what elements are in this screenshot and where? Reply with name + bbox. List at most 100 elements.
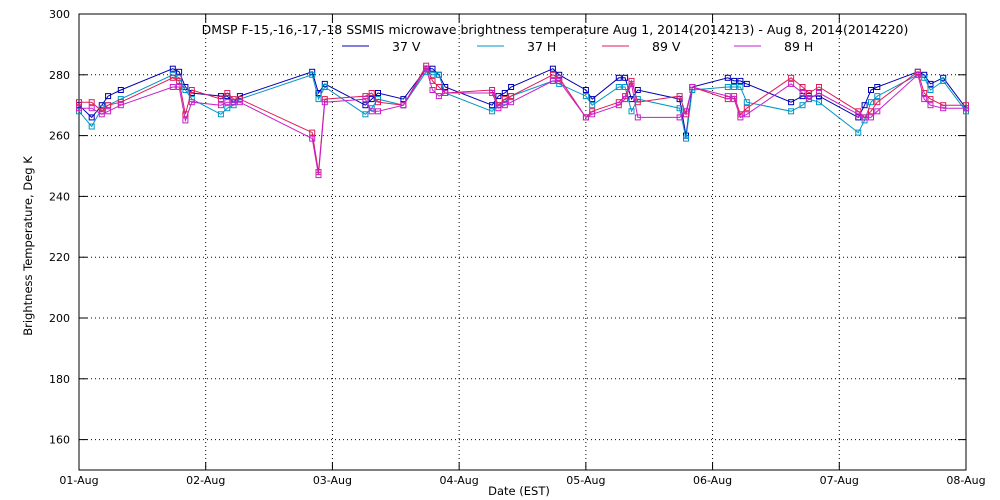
data-point-89-v	[169, 74, 176, 81]
x-tick-label: 04-Aug	[440, 474, 479, 487]
data-point-37-v	[508, 84, 515, 90]
data-point-89-v	[217, 96, 224, 103]
series-line-37-h	[78, 71, 967, 139]
data-point-89-v	[375, 99, 381, 106]
data-point-89-h	[549, 77, 556, 84]
data-point-89-h	[689, 84, 696, 90]
axis-ticks: 160 180 200 220 240 260 280 300 01-Aug 02-Aug 03-A…	[49, 8, 986, 487]
data-point-89-h	[921, 96, 928, 103]
data-point-89-h	[236, 99, 243, 106]
legend-label-89-v: 89 V	[652, 39, 681, 54]
x-axis-label: Date (EST)	[488, 484, 550, 498]
data-point-89-v	[743, 105, 750, 112]
data-point-37-h	[731, 84, 738, 90]
data-point-89-h	[368, 108, 375, 115]
x-tick-label: 02-Aug	[186, 474, 225, 487]
data-point-89-v	[230, 96, 237, 103]
data-point-37-h	[321, 84, 328, 90]
data-point-89-h	[508, 99, 515, 106]
data-point-37-h	[921, 74, 928, 81]
data-point-89-h	[315, 172, 322, 179]
data-point-37-v	[88, 114, 95, 121]
data-point-89-h	[76, 105, 82, 112]
data-point-37-v	[874, 84, 881, 90]
y-tick-label: 260	[49, 130, 70, 143]
data-point-37-h	[76, 108, 82, 115]
data-point-89-v	[188, 87, 195, 93]
data-point-89-h	[582, 114, 589, 121]
data-point-89-h	[88, 105, 95, 112]
data-point-37-h	[683, 135, 689, 142]
data-point-89-h	[724, 93, 731, 100]
data-point-89-h	[375, 108, 381, 115]
data-point-89-h	[861, 114, 868, 121]
data-point-37-v	[315, 90, 322, 96]
data-point-89-h	[868, 114, 874, 121]
data-point-37-h	[582, 93, 589, 100]
x-tick-label: 01-Aug	[59, 474, 98, 487]
data-point-89-v	[224, 90, 231, 96]
data-point-37-h	[724, 84, 731, 90]
data-point-89-v	[176, 77, 183, 84]
data-point-89-h	[321, 99, 328, 106]
data-point-89-h	[429, 87, 436, 93]
data-point-89-v	[921, 90, 928, 96]
data-point-89-h	[743, 111, 750, 118]
y-tick-label: 240	[49, 190, 70, 203]
data-point-37-v	[362, 102, 369, 109]
data-point-89-h	[217, 102, 224, 109]
data-point-37-h	[868, 99, 874, 106]
y-axis-label: Brightness Temperature, Deg K	[21, 156, 35, 336]
data-point-37-v	[743, 80, 750, 87]
data-point-89-h	[927, 102, 934, 109]
chart-title: DMSP F-15,-16,-17,-18 SSMIS microwave br…	[202, 22, 909, 37]
data-point-89-h	[615, 102, 622, 109]
data-point-37-h	[874, 93, 881, 100]
data-point-37-h	[88, 123, 95, 130]
data-point-37-h	[176, 74, 183, 81]
data-point-37-h	[589, 102, 596, 109]
legend-label-37-v: 37 V	[392, 39, 421, 54]
data-point-37-h	[315, 96, 322, 103]
data-point-89-h	[176, 84, 183, 90]
data-point-89-v	[321, 96, 328, 103]
data-point-37-v	[724, 74, 731, 81]
data-point-89-h	[683, 108, 689, 115]
data-point-89-h	[105, 108, 112, 115]
legend-label-89-h: 89 H	[784, 39, 813, 54]
data-point-37-v	[622, 74, 629, 81]
data-point-89-h	[634, 114, 641, 121]
series-line-89-v	[79, 64, 966, 173]
data-point-37-v	[634, 87, 641, 93]
data-point-89-v	[874, 99, 881, 106]
data-point-37-h	[435, 71, 442, 78]
data-point-89-h	[799, 90, 806, 96]
data-point-89-h	[98, 111, 105, 118]
data-point-37-h	[309, 71, 316, 78]
data-point-37-h	[628, 108, 635, 115]
y-tick-label: 220	[49, 251, 70, 264]
data-point-89-h	[788, 80, 795, 87]
x-tick-label: 03-Aug	[313, 474, 352, 487]
series-89-v	[76, 62, 969, 176]
data-point-89-v	[105, 102, 112, 109]
data-point-89-v	[236, 96, 243, 103]
x-tick-label: 08-Aug	[946, 474, 985, 487]
data-point-89-v	[88, 99, 95, 106]
data-point-37-h	[963, 108, 969, 115]
data-point-89-v	[816, 84, 822, 90]
data-point-37-h	[940, 77, 947, 84]
y-tick-label: 200	[49, 312, 70, 325]
data-point-37-v	[375, 90, 381, 96]
x-tick-label: 07-Aug	[820, 474, 859, 487]
data-point-89-h	[874, 108, 881, 115]
data-point-37-h	[182, 87, 189, 93]
data-point-37-h	[117, 96, 124, 103]
data-point-89-h	[855, 111, 862, 118]
data-point-89-h	[309, 135, 316, 142]
data-point-37-h	[362, 111, 369, 118]
data-point-37-h	[927, 87, 934, 93]
x-tick-label: 05-Aug	[566, 474, 605, 487]
x-tick-label: 06-Aug	[693, 474, 732, 487]
